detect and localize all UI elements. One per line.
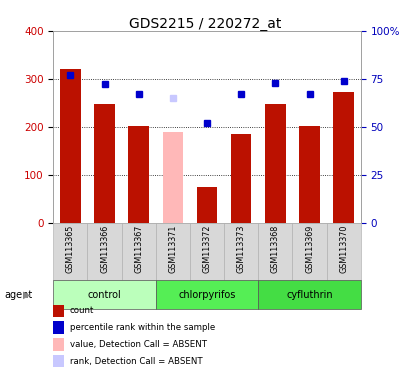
Text: GSM113368: GSM113368 (270, 224, 279, 273)
Bar (292, 223, 326, 280)
Text: chlorpyrifos: chlorpyrifos (178, 290, 235, 300)
Text: GSM113372: GSM113372 (202, 224, 211, 273)
Text: GSM113366: GSM113366 (100, 224, 109, 273)
Bar (53, 280, 155, 309)
Bar (230, 134, 251, 223)
Bar (196, 187, 217, 223)
Text: count: count (70, 306, 94, 315)
Bar (333, 92, 353, 223)
Text: GSM113367: GSM113367 (134, 224, 143, 273)
Bar (94, 104, 115, 223)
Bar (155, 223, 189, 280)
Text: agent: agent (4, 290, 32, 300)
Bar (60, 69, 81, 223)
Bar (128, 126, 148, 223)
Text: GSM113370: GSM113370 (338, 224, 347, 273)
Bar (155, 280, 258, 309)
Text: control: control (88, 290, 121, 300)
Bar (189, 223, 224, 280)
Bar (265, 104, 285, 223)
Bar (258, 280, 360, 309)
Text: GSM113373: GSM113373 (236, 224, 245, 273)
Text: cyfluthrin: cyfluthrin (285, 290, 332, 300)
Text: ▶: ▶ (22, 290, 30, 300)
Bar (87, 223, 121, 280)
Bar (121, 223, 155, 280)
Bar (258, 223, 292, 280)
Text: GSM113371: GSM113371 (168, 224, 177, 273)
Text: value, Detection Call = ABSENT: value, Detection Call = ABSENT (70, 340, 206, 349)
Bar (299, 126, 319, 223)
Text: GDS2215 / 220272_at: GDS2215 / 220272_at (128, 17, 281, 31)
Text: GSM113365: GSM113365 (66, 224, 75, 273)
Bar (162, 131, 183, 223)
Text: rank, Detection Call = ABSENT: rank, Detection Call = ABSENT (70, 357, 202, 366)
Text: percentile rank within the sample: percentile rank within the sample (70, 323, 214, 332)
Text: GSM113369: GSM113369 (304, 224, 313, 273)
Bar (326, 223, 360, 280)
Bar (224, 223, 258, 280)
Bar (53, 223, 87, 280)
